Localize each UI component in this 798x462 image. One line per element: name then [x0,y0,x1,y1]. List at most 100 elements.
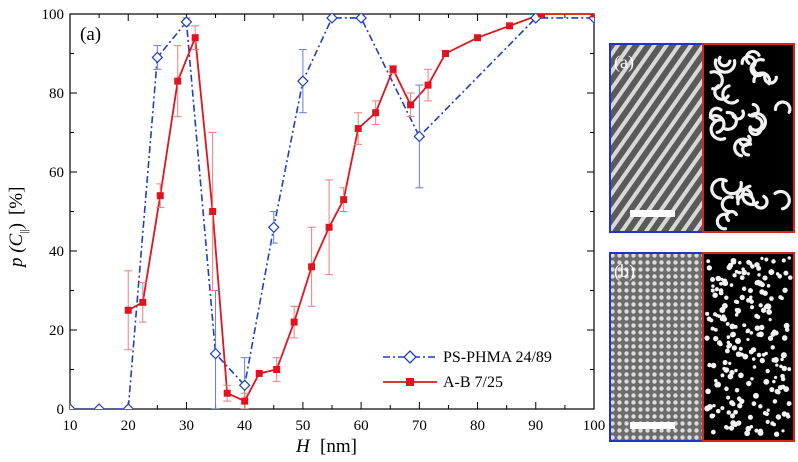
simulation-dot [757,428,764,434]
simulation-dot [766,309,773,315]
simulation-dot [715,408,721,414]
data-point-ab [325,223,333,231]
x-tick-label: 70 [412,418,427,434]
data-point-ps-phma [355,14,367,24]
x-tick-label: 90 [528,418,543,434]
micrograph-a-label: (a) [614,52,634,73]
simulation-dot [758,404,763,409]
simulation-dot [729,323,736,330]
simulation-dot [751,357,756,361]
simulation-dot [754,325,761,331]
simulation-dot [739,294,745,301]
simulation-dot [747,414,753,420]
simulation-dot [734,307,739,312]
simulation-dot [736,396,742,401]
simulation-dot [734,312,739,317]
micrograph-b: (b) [609,252,795,442]
simulation-stripe [708,114,726,134]
simulation-dot [781,335,788,341]
simulation-dot [765,419,770,424]
simulation-dot [773,431,780,437]
simulation-dot [704,335,710,341]
simulation-dot [724,386,729,392]
legend-label-ps-phma: PS-PHMA 24/89 [443,349,552,366]
legend-marker-ab [406,378,414,386]
data-point-ab [191,34,199,42]
simulation-dot [754,428,759,433]
simulation-dot [722,280,729,287]
simulation-dot [784,327,790,332]
simulation-dot [728,361,732,365]
micrograph-a-pattern [708,49,792,231]
simulation-dot [775,363,779,367]
data-point-ps-phma [238,379,251,392]
simulation-dot [779,364,783,369]
simulation-dot [754,262,760,268]
simulation-dot [772,399,778,404]
x-tick-label: 30 [179,418,194,434]
simulation-stripe [773,190,791,211]
simulation-dot [729,369,735,376]
simulation-stripe [749,60,766,78]
micrograph-b-scale-bar [630,422,675,429]
simulation-dot [732,273,737,278]
micrograph-a-experimental [609,43,704,233]
simulation-dot [720,277,724,282]
simulation-dot [768,269,775,276]
x-axis-unit: [nm] [320,436,357,457]
simulation-dot [749,295,753,299]
simulation-dot [750,347,757,353]
y-tick-label: 0 [57,402,65,418]
simulation-stripe [710,177,728,200]
data-point-ps-phma [209,347,222,360]
simulation-dot [773,375,778,380]
simulation-dot [751,401,757,407]
simulation-dot [780,376,786,382]
simulation-dot [730,331,736,338]
svg-text:p (C||)[%]: p (C||) [%] [6,187,30,269]
simulation-dot [721,302,728,309]
simulation-stripe [748,125,763,137]
simulation-dot [734,368,738,373]
x-tick-label: 40 [237,418,252,434]
simulation-dot [757,273,761,277]
data-point-ps-phma [267,221,280,234]
simulation-dot [782,287,788,293]
data-point-ab [241,397,249,405]
legend-marker-ps-phma [403,350,417,364]
simulation-dot [759,324,765,331]
simulation-dot [769,386,775,393]
simulation-dot [750,305,755,310]
simulation-dot [705,388,711,395]
data-point-ab [590,14,594,18]
legend-label-ab: A-B 7/25 [443,374,503,391]
y-tick-label: 20 [49,323,64,339]
data-point-ps-phma [70,403,76,409]
simulation-dot [737,260,742,265]
simulation-dot [746,297,751,303]
simulation-dot [728,342,733,347]
simulation-dot [714,382,720,388]
micrograph-b-experimental [609,252,704,442]
simulation-dot [773,330,779,336]
simulation-dot [724,348,730,354]
simulation-dot [764,303,771,310]
simulation-dot [752,365,757,369]
simulation-dot [721,314,726,320]
simulation-dot [726,335,731,339]
simulation-dot [710,429,716,435]
simulation-stripe [773,100,792,114]
simulation-dot [718,288,724,293]
simulation-dot [756,352,762,358]
x-tick-label: 10 [63,418,78,434]
y-tick-label: 100 [42,7,65,23]
simulation-dot [745,425,752,432]
simulation-dot [741,267,745,271]
data-point-ab [372,109,380,117]
simulation-dot [734,269,739,274]
simulation-stripe [720,195,734,214]
simulation-dot [781,258,786,263]
simulation-dot [729,400,735,406]
y-tick-label: 80 [49,86,64,102]
simulation-stripe [709,118,727,141]
